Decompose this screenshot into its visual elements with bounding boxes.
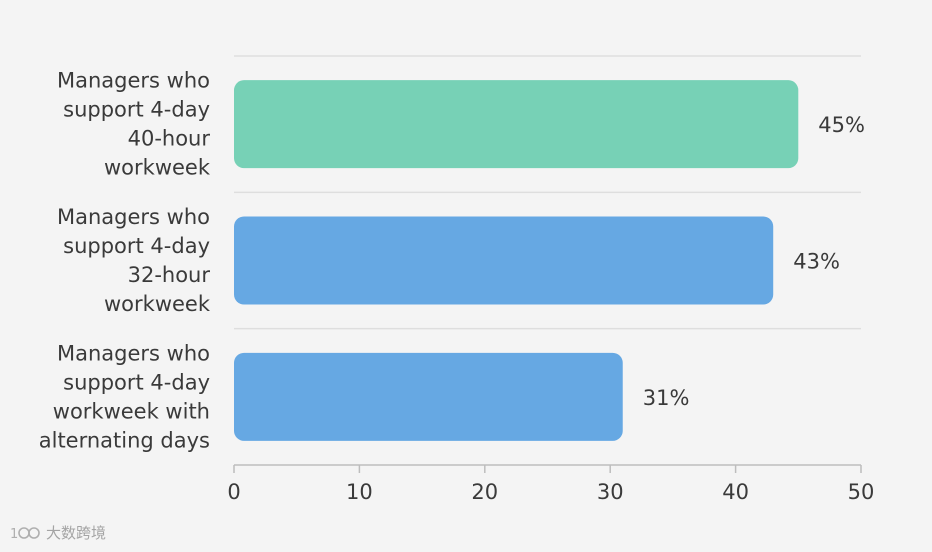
category-label: workweek [104,156,211,180]
x-tick-label: 20 [471,480,498,504]
category-label: support 4-day [63,98,210,122]
category-label: Managers who [57,341,210,365]
category-label: support 4-day [63,370,210,394]
x-tick-label: 0 [227,480,240,504]
category-label: workweek [104,292,211,316]
x-tick-label: 10 [346,480,373,504]
bar-value-label: 45% [818,113,865,137]
watermark-logo-icon: 1 [10,527,40,542]
category-label: alternating days [39,428,210,452]
watermark: 1 大数跨境 [10,522,106,543]
x-tick-label: 50 [848,480,875,504]
x-tick-label: 30 [597,480,624,504]
category-label: Managers who [57,205,210,229]
bar-value-label: 31% [643,386,690,410]
x-tick-label: 40 [722,480,749,504]
category-label: 32-hour [128,263,211,287]
category-label: support 4-day [63,234,210,258]
bar [234,80,799,169]
bar [234,352,623,441]
bar-value-label: 43% [793,250,840,274]
category-label: Managers who [57,69,210,93]
category-label: 40-hour [128,127,211,151]
bar [234,216,774,305]
svg-text:1: 1 [10,527,18,542]
category-label: workweek with [53,399,210,423]
watermark-text: 大数跨境 [46,524,107,542]
